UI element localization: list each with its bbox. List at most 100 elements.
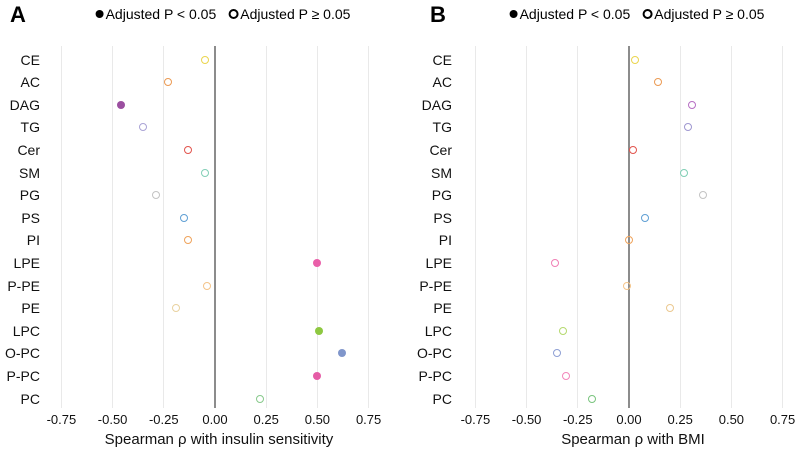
category-label: PE	[433, 300, 452, 317]
category-label: P-PE	[7, 277, 40, 294]
x-tick-label: 0.75	[355, 412, 382, 427]
data-point	[625, 236, 633, 245]
legend-label: Adjusted P < 0.05	[105, 6, 217, 22]
data-point	[684, 123, 693, 132]
x-tick-label: -0.50	[97, 412, 128, 427]
category-label: DAG	[421, 96, 452, 113]
data-point	[688, 100, 697, 109]
data-point	[588, 394, 597, 403]
filled-dot-icon	[509, 10, 518, 18]
x-tick-label: 0.50	[304, 412, 331, 427]
data-point	[202, 281, 211, 290]
data-point	[180, 213, 189, 222]
data-point	[561, 371, 570, 380]
data-point	[172, 304, 181, 313]
data-point	[313, 371, 322, 380]
data-point	[653, 78, 662, 87]
category-label: LPC	[12, 322, 40, 339]
data-point	[200, 55, 209, 64]
data-point	[665, 304, 674, 313]
category-label: PG	[19, 187, 40, 204]
plot-area: CE AC DAG TG Cer SM PG PS PI LPE P-PE PE LPC O-PC P-PC…	[400, 46, 800, 408]
category-label: PS	[21, 209, 40, 226]
x-tick-label: -0.25	[562, 412, 593, 427]
category-label: PI	[438, 232, 452, 249]
data-point	[313, 258, 322, 267]
panel-label-a: A	[10, 2, 27, 27]
category-label: PE	[21, 300, 40, 317]
category-label: PC	[20, 390, 40, 407]
data-point	[641, 213, 650, 222]
category-label: LPE	[13, 254, 40, 271]
category-label: PG	[431, 187, 452, 204]
legend-label: Adjusted P ≥ 0.05	[240, 6, 351, 22]
category-label: PI	[26, 232, 40, 249]
gridline	[526, 46, 528, 408]
zero-line	[214, 46, 216, 408]
x-tick-label: 0.75	[769, 412, 796, 427]
data-point	[256, 394, 265, 403]
gridline	[163, 46, 165, 408]
category-label: CE	[432, 51, 452, 68]
data-point	[631, 55, 640, 64]
x-tick-label: -0.75	[46, 412, 77, 427]
category-label: PC	[432, 390, 452, 407]
legend-item-significant: Adjusted P < 0.05	[95, 6, 217, 22]
gridline	[316, 46, 318, 408]
data-point	[315, 326, 324, 335]
legend-item-nonsignificant: Adjusted P ≥ 0.05	[228, 6, 350, 22]
gridline	[265, 46, 267, 408]
gridline	[368, 46, 370, 408]
data-point	[184, 145, 193, 154]
category-label: Cer	[429, 141, 452, 158]
data-point	[200, 168, 209, 177]
x-axis-title: Spearman ρ with BMI	[561, 431, 705, 448]
category-label: DAG	[9, 96, 40, 113]
gridline	[782, 46, 784, 408]
data-point	[698, 191, 707, 200]
category-label: P-PC	[6, 367, 40, 384]
legend-item-nonsignificant: Adjusted P ≥ 0.05	[642, 6, 764, 22]
gridline	[679, 46, 681, 408]
x-tick-label: 0.50	[718, 412, 745, 427]
gridline	[730, 46, 732, 408]
x-tick-label: -0.75	[460, 412, 491, 427]
data-point	[629, 145, 638, 154]
category-label: P-PC	[418, 367, 452, 384]
x-tick-label: 0.25	[667, 412, 693, 427]
data-point	[139, 123, 148, 132]
x-axis-ticks: -0.75 -0.50 -0.25 0.00 0.25 0.50 0.75	[400, 412, 800, 428]
gridline	[474, 46, 476, 408]
data-point	[163, 78, 172, 87]
panel-b: B Adjusted P < 0.05 Adjusted P ≥ 0.05 CE…	[400, 0, 800, 453]
x-tick-label: -0.50	[511, 412, 542, 427]
category-label: O-PC	[417, 345, 452, 362]
open-dot-icon	[228, 9, 239, 19]
category-label: SM	[431, 164, 452, 181]
category-label: CE	[20, 51, 40, 68]
plot-area: CE AC DAG TG Cer SM PG PS PI LPE P-PE PE LPC O-PC P-PC…	[0, 46, 400, 408]
legend-label: Adjusted P ≥ 0.05	[654, 6, 765, 22]
category-label: P-PE	[419, 277, 452, 294]
x-tick-label: 0.25	[253, 412, 279, 427]
data-point	[337, 349, 346, 358]
category-label: AC	[20, 74, 40, 91]
zero-line	[628, 46, 630, 408]
legend-item-significant: Adjusted P < 0.05	[509, 6, 630, 22]
category-label: TG	[20, 119, 40, 136]
data-point	[151, 191, 160, 200]
category-label: LPE	[425, 254, 452, 271]
panel-a: A Adjusted P < 0.05 Adjusted P ≥ 0.05 CE…	[0, 2, 400, 448]
category-label: LPC	[424, 322, 452, 339]
category-label: SM	[19, 164, 40, 181]
x-tick-label: 0.00	[616, 412, 642, 427]
data-point	[680, 168, 689, 177]
category-label: PS	[433, 209, 452, 226]
category-label: TG	[432, 119, 452, 136]
data-point	[116, 100, 125, 109]
data-point	[559, 326, 568, 335]
x-tick-label: -0.25	[148, 412, 179, 427]
category-label: AC	[432, 74, 452, 91]
data-point	[553, 349, 562, 358]
